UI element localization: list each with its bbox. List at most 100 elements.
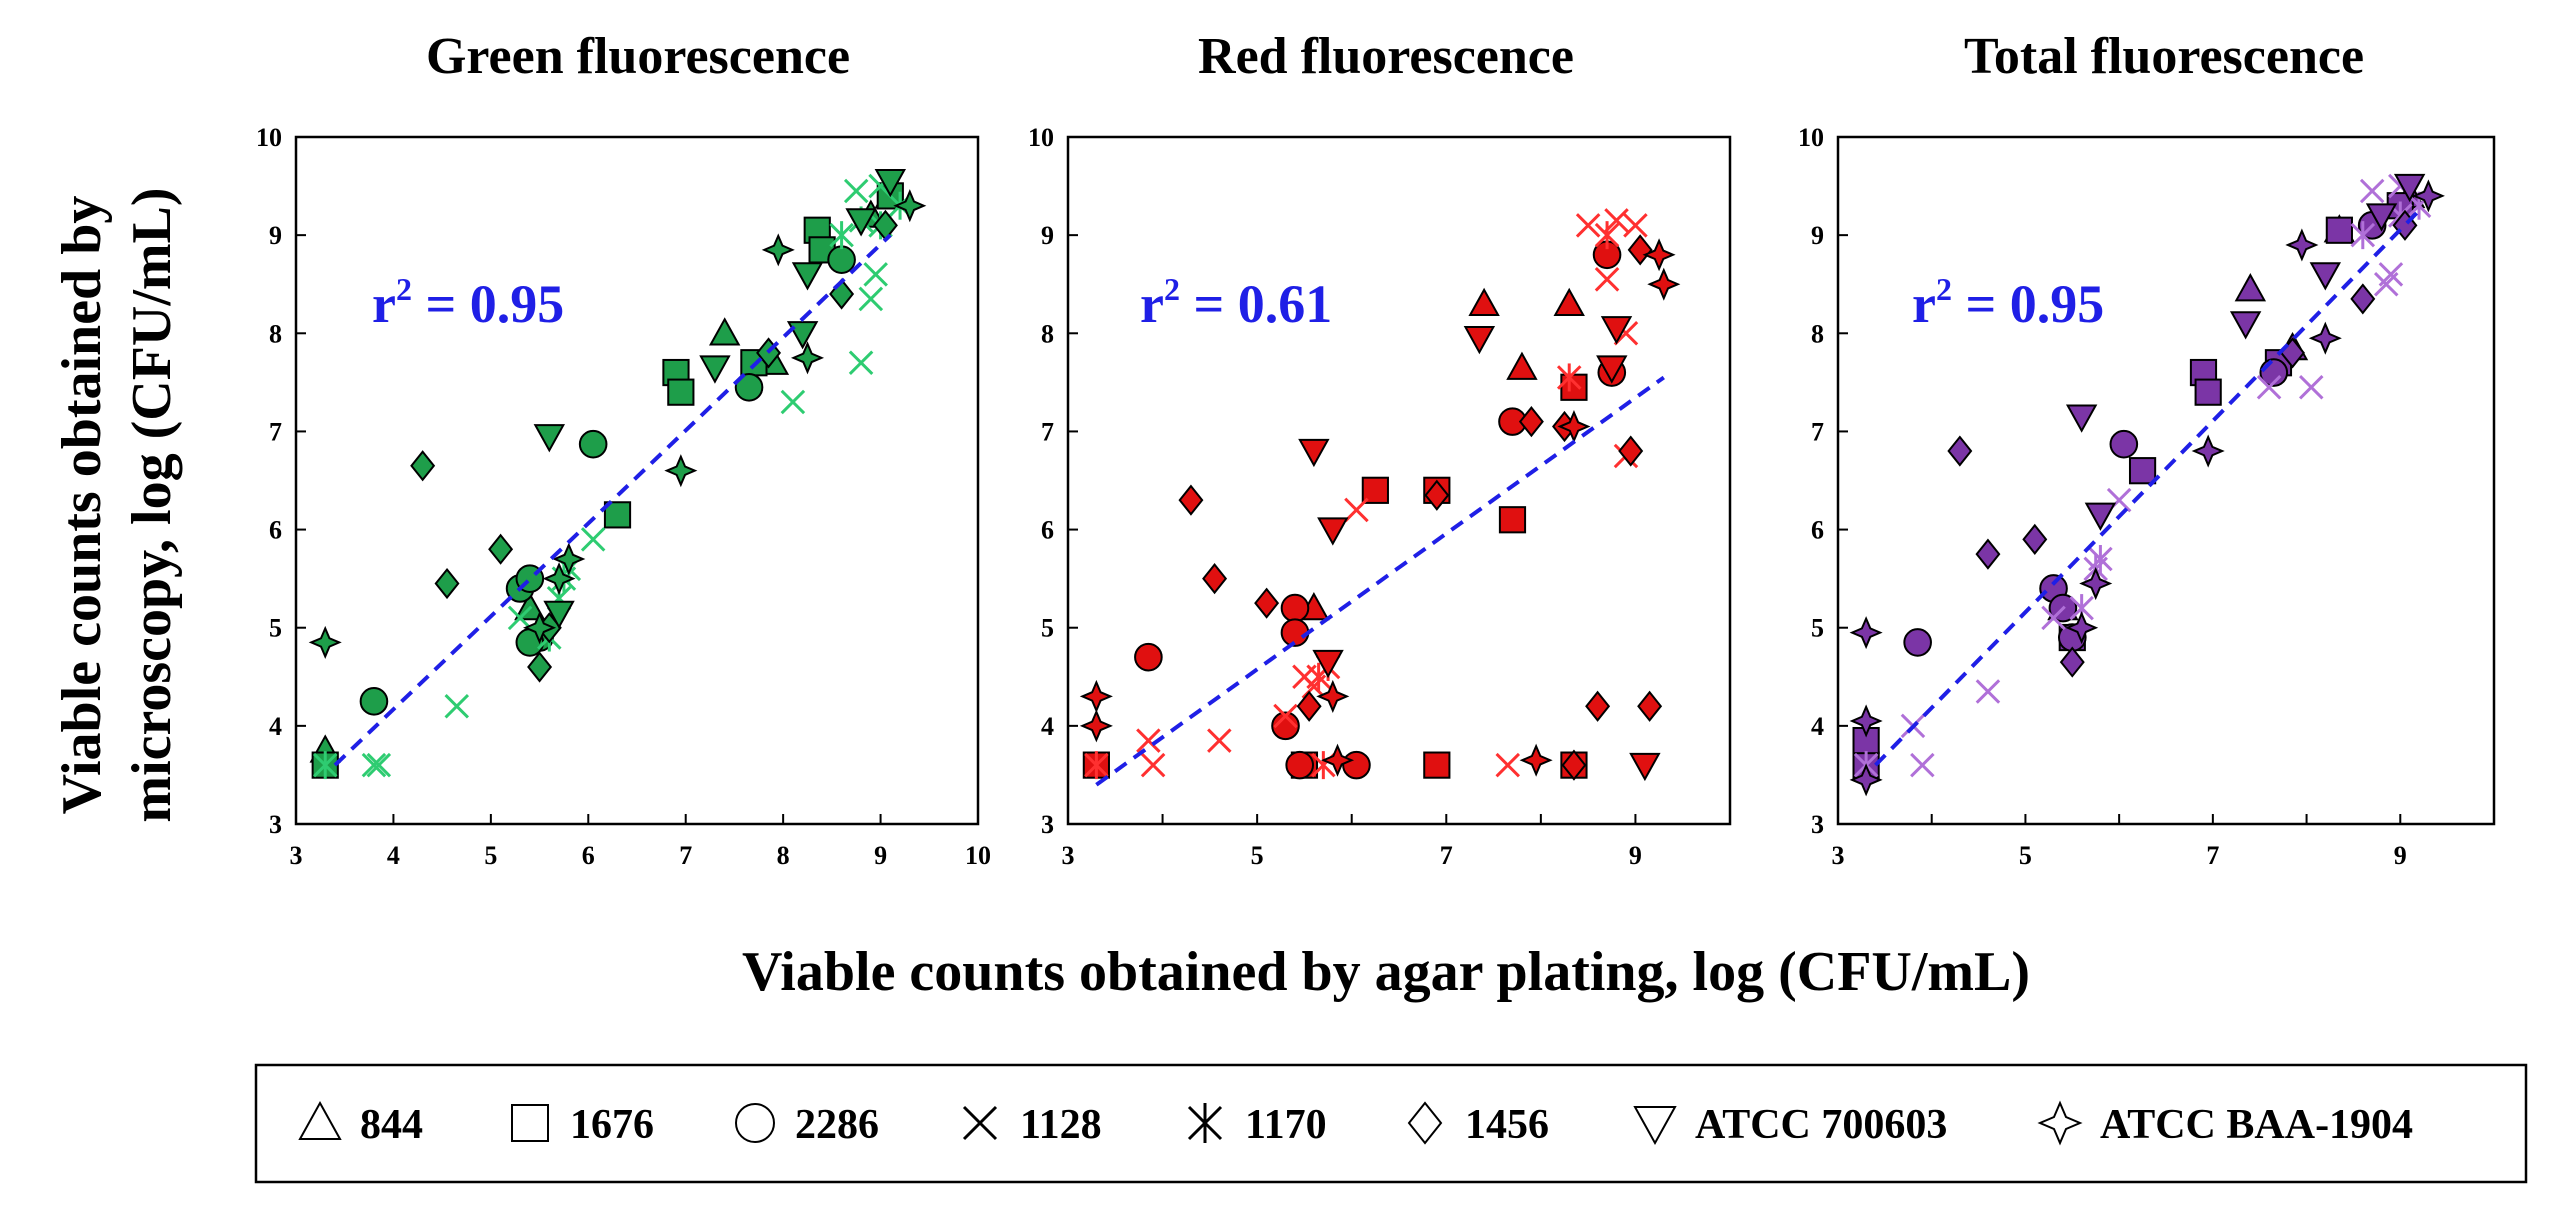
point-x [1623, 213, 1648, 238]
point-square [2194, 378, 2222, 406]
y-axis-title-line1: Viable counts obtained by [51, 196, 113, 815]
legend-item: 1456 [1407, 1101, 1549, 1148]
point-triangle-down [874, 168, 907, 198]
trendline [1095, 375, 1665, 787]
y-tick-label: 9 [269, 221, 282, 250]
r2-annotation-green: r2 = 0.95 [372, 271, 564, 334]
legend-symbol-triangle-up [298, 1100, 342, 1140]
y-tick-label: 4 [1811, 712, 1824, 741]
point-x [780, 389, 806, 415]
point-triangle-down [2365, 203, 2398, 232]
legend-symbol-square [511, 1104, 549, 1142]
x-tick-label: 8 [777, 841, 790, 870]
y-tick-label: 10 [1798, 123, 1824, 152]
point-x [2378, 262, 2404, 287]
point-triangle-down [845, 208, 877, 237]
legend-item: 1128 [962, 1102, 1102, 1148]
legend-item: 844 [298, 1100, 423, 1148]
y-tick-label: 8 [269, 319, 282, 348]
point-x [1910, 752, 1935, 778]
point-x [848, 350, 874, 375]
point-star4 [542, 562, 576, 596]
point-star4 [1849, 616, 1883, 650]
point-diamond [2022, 523, 2048, 555]
point-star4 [1079, 709, 1113, 743]
x-tick-label: 3 [290, 841, 303, 870]
point-triangle-up [1468, 287, 1500, 317]
point-star4 [1849, 763, 1883, 797]
point-star4 [2308, 321, 2342, 355]
panel-total-fluorescence: Total fluorescence 3 4 5 6 7 8 9 10 3 5 7 9 r2 = 0.… [1798, 28, 2496, 870]
trendline [333, 233, 892, 767]
point-triangle-down [1317, 517, 1349, 546]
point-x [1604, 208, 1629, 233]
legend-symbol-diamond [1407, 1101, 1443, 1145]
x-tick-label: 9 [874, 841, 887, 870]
r2-symbol: r [1912, 274, 1936, 334]
point-diamond [1518, 406, 1544, 438]
point-diamond [1585, 690, 1611, 722]
y-tick-label: 7 [1041, 417, 1054, 446]
x-tick-label: 5 [1251, 841, 1264, 870]
r2-exponent: 2 [1936, 271, 1952, 307]
y-axis-title-line2: microscopy, log (CFU/mL) [121, 187, 183, 822]
point-star4 [308, 625, 342, 659]
y-tick-label: 10 [256, 123, 282, 152]
point-star4 [761, 233, 795, 267]
legend: 844 1676 2286 1128 1170 1456 ATCC 700603 ATCC B… [254, 1063, 2528, 1184]
point-x [1594, 267, 1620, 292]
x-tick-label: 5 [2019, 841, 2032, 870]
point-diamond [2059, 646, 2085, 678]
point-square [603, 501, 632, 529]
point-diamond [1561, 749, 1587, 781]
panel-title-red: Red fluorescence [1198, 28, 1574, 85]
point-star4 [1320, 743, 1355, 777]
point-asterisk [1556, 363, 1582, 392]
legend-box [254, 1063, 2528, 1184]
point-diamond [1424, 479, 1450, 511]
point-x [1575, 213, 1601, 238]
point-x [2298, 375, 2324, 400]
point-circle [1271, 711, 1300, 741]
point-triangle-down [2065, 404, 2098, 433]
point-circle [734, 372, 764, 402]
point-square [1560, 373, 1588, 401]
point-star4 [2065, 611, 2099, 645]
point-asterisk [2088, 545, 2113, 574]
point-asterisk [312, 751, 338, 780]
x-tick-label: 3 [1832, 841, 1845, 870]
point-x [507, 605, 533, 631]
r2-value: = 0.95 [412, 274, 564, 334]
legend-label: 2286 [795, 1102, 879, 1148]
point-diamond [1618, 435, 1644, 467]
point-square [1423, 751, 1451, 779]
point-star4 [2191, 434, 2225, 468]
y-tick-label: 4 [269, 712, 282, 741]
y-tick-label: 9 [1811, 221, 1824, 250]
point-star4 [2411, 179, 2445, 213]
panel-title-green: Green fluorescence [426, 28, 850, 85]
y-axis-title: Viable counts obtained by microscopy, lo… [51, 187, 183, 822]
point-x [1140, 752, 1166, 778]
y-tick-label: 7 [269, 417, 282, 446]
point-triangle-down [791, 262, 824, 291]
y-tick-label: 7 [1811, 417, 1824, 446]
point-triangle-down [2084, 502, 2117, 531]
point-triangle-up [2234, 273, 2267, 302]
trendline [1874, 209, 2421, 767]
point-x [1495, 752, 1521, 778]
y-tick-label: 3 [1041, 810, 1054, 839]
legend-label: 1170 [1245, 1102, 1327, 1148]
point-diamond [1202, 563, 1228, 595]
point-x [1207, 728, 1232, 753]
point-triangle-down [2309, 262, 2342, 291]
point-star4 [893, 189, 927, 223]
legend-label: ATCC 700603 [1695, 1102, 1947, 1148]
point-x [2359, 178, 2385, 204]
point-star4 [2285, 228, 2319, 262]
point-star4 [1316, 679, 1350, 713]
point-diamond [1975, 538, 2001, 570]
r2-annotation-red: r2 = 0.61 [1140, 271, 1332, 334]
legend-item: 1170 [1187, 1102, 1327, 1148]
y-tick-label: 9 [1041, 221, 1054, 250]
